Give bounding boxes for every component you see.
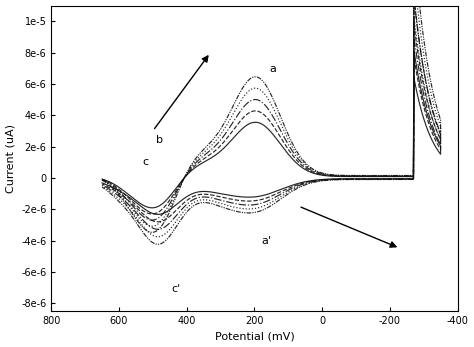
X-axis label: Potential (mV): Potential (mV) xyxy=(215,331,294,341)
Text: a: a xyxy=(270,65,276,75)
Text: c: c xyxy=(143,157,149,167)
Text: b: b xyxy=(156,135,163,145)
Text: a': a' xyxy=(261,236,271,246)
Text: c': c' xyxy=(172,285,181,294)
Y-axis label: Current (uA): Current (uA) xyxy=(6,124,16,193)
